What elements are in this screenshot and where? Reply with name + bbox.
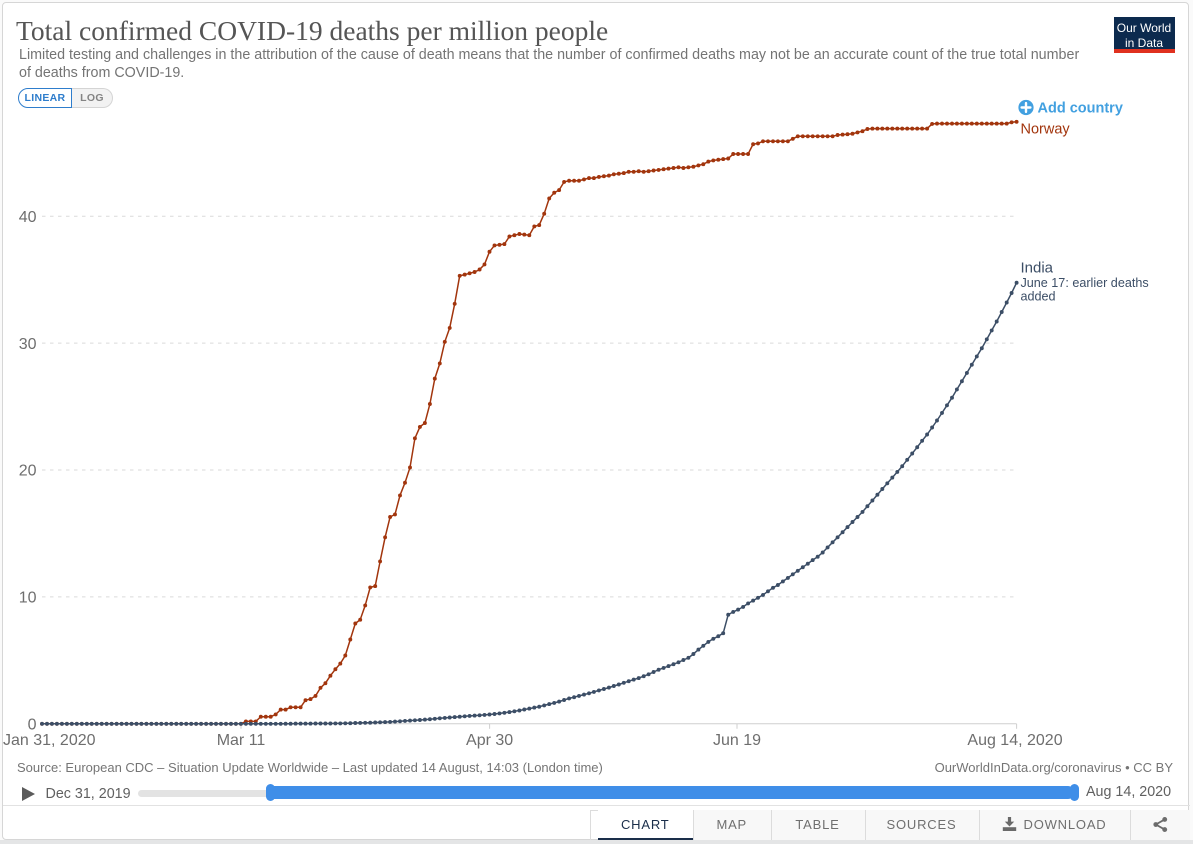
svg-text:added: added xyxy=(1021,290,1056,304)
svg-text:30: 30 xyxy=(19,336,37,353)
svg-text:Apr 30: Apr 30 xyxy=(466,732,513,749)
svg-text:40: 40 xyxy=(19,209,37,226)
svg-text:Mar 11: Mar 11 xyxy=(217,732,266,749)
svg-text:10: 10 xyxy=(19,590,37,607)
svg-text:Aug 14, 2020: Aug 14, 2020 xyxy=(967,732,1062,749)
svg-text:India: India xyxy=(1021,260,1054,277)
svg-text:Jan 31, 2020: Jan 31, 2020 xyxy=(3,732,96,749)
svg-text:Norway: Norway xyxy=(1021,122,1071,138)
svg-text:Jun 19: Jun 19 xyxy=(713,732,761,749)
svg-text:June 17: earlier deaths: June 17: earlier deaths xyxy=(1021,276,1149,290)
svg-text:0: 0 xyxy=(28,717,37,734)
svg-text:Add country: Add country xyxy=(1038,101,1123,117)
svg-text:20: 20 xyxy=(19,463,37,480)
